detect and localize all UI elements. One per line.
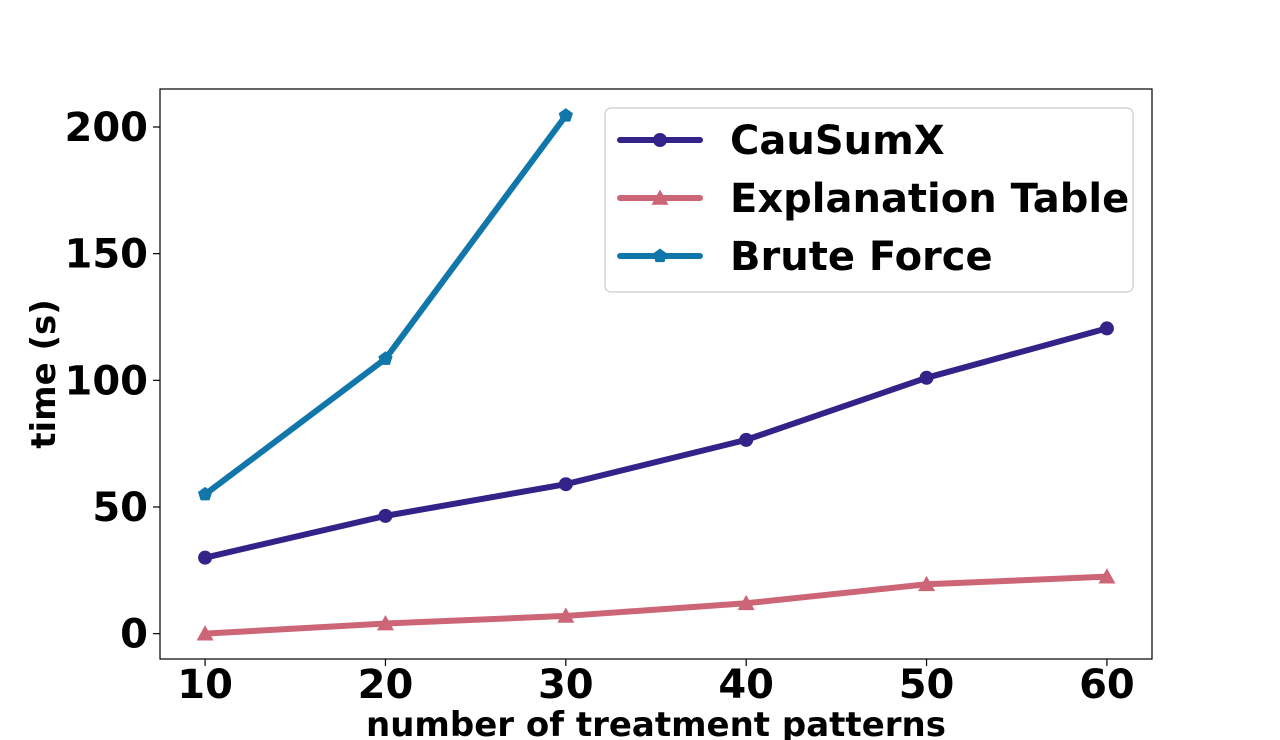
legend-marker-brute-force [652,248,668,263]
series-explanation-table [196,568,1116,641]
data-point-explanation-table [557,607,575,623]
y-axis: 0 50 100 150 200 [65,105,160,658]
legend-label-causumx: CauSumX [730,118,945,164]
data-point-explanation-table [737,594,755,611]
x-tick-label: 50 [899,662,955,708]
data-point-brute-force [558,108,573,122]
data-point-causumx [378,508,393,523]
y-axis-label: time (s) [24,299,64,449]
data-point-explanation-table [376,615,394,631]
series-brute-force [197,108,573,501]
legend-label-brute-force: Brute Force [730,234,993,280]
y-tick-label: 200 [65,105,149,151]
x-tick-label: 10 [177,662,233,708]
y-tick-label: 0 [120,612,148,658]
y-tick-label: 150 [65,232,149,278]
data-point-causumx [919,370,934,385]
x-axis: 10 20 30 40 50 60 [177,659,1135,708]
legend-item-explanation-table: Explanation Table [617,176,1129,222]
series-causumx [198,321,1114,565]
x-tick-label: 30 [538,662,594,708]
series-line-causumx [202,325,1110,561]
legend-box [604,107,1134,293]
data-point-causumx [198,550,213,565]
x-axis-label: number of treatment patterns [366,705,946,740]
data-point-causumx [558,477,573,492]
x-tick-label: 40 [718,662,774,708]
data-point-causumx [1099,321,1114,336]
data-point-explanation-table [918,575,936,592]
data-point-causumx [739,432,754,447]
legend-label-explanation-table: Explanation Table [730,176,1129,222]
y-tick-label: 100 [65,358,149,404]
legend-item-brute-force: Brute Force [617,234,993,280]
legend-item-causumx: CauSumX [617,118,945,164]
series-line-explanation-table [202,573,1110,637]
x-tick-label: 60 [1079,662,1135,708]
legend-marker-explanation-table [651,189,669,205]
series-layer [196,108,1116,641]
x-tick-label: 20 [358,662,414,708]
y-tick-label: 50 [92,485,148,531]
data-point-explanation-table [1098,568,1116,584]
legend: CauSumX Explanation Table Brute Force [604,107,1134,293]
data-point-brute-force [197,486,213,501]
legend-marker-causumx [653,133,667,147]
data-point-brute-force [378,351,393,365]
data-point-explanation-table [196,625,214,641]
